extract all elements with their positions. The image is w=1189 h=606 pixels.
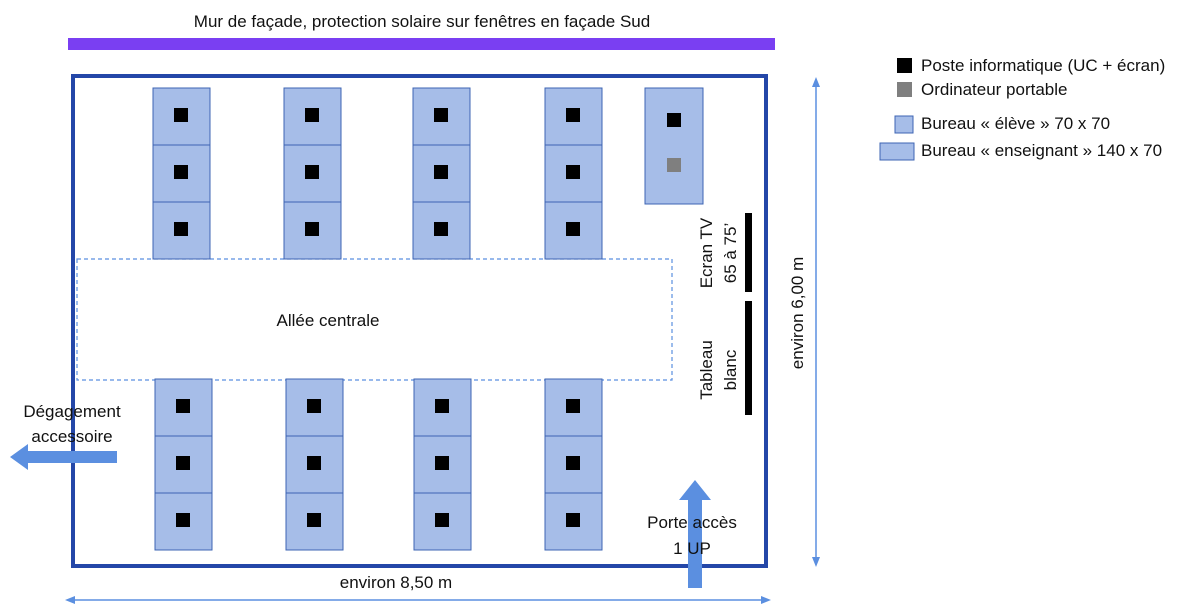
whiteboard-bar <box>745 301 752 415</box>
pc-icon <box>176 513 190 527</box>
pc-icon <box>566 399 580 413</box>
facade-wall <box>68 38 775 50</box>
desks-group <box>152 87 603 551</box>
pc-icon <box>174 165 188 179</box>
black-square-icon <box>897 58 912 73</box>
svg-text:65 à 75’: 65 à 75’ <box>721 223 740 284</box>
room-outline <box>71 74 768 568</box>
pc-icon <box>305 108 319 122</box>
pc-icon <box>174 222 188 236</box>
pc-icon <box>435 513 449 527</box>
pc-icon <box>174 108 188 122</box>
door-label-line2: 1 UP <box>673 539 711 558</box>
facade-wall-title: Mur de façade, protection solaire sur fe… <box>194 12 650 31</box>
legend-label-teacher-desk: Bureau « enseignant » 140 x 70 <box>921 141 1162 160</box>
teacher-pc-icon <box>667 113 681 127</box>
teacher-desk <box>644 87 704 205</box>
legend-label-laptop: Ordinateur portable <box>921 80 1067 99</box>
legend-label-student-desk: Bureau « élève » 70 x 70 <box>921 114 1110 133</box>
central-aisle <box>76 258 673 381</box>
pc-icon <box>307 513 321 527</box>
pc-icon <box>434 108 448 122</box>
svg-text:Tableau: Tableau <box>697 340 716 400</box>
height-dimension-label: environ 6,00 m <box>788 257 807 369</box>
pc-icon <box>566 108 580 122</box>
tv-screen-bar <box>745 213 752 292</box>
student-desk <box>413 378 472 437</box>
exit-arrow <box>10 444 117 470</box>
gray-square-icon <box>897 82 912 97</box>
svg-text:blanc: blanc <box>721 349 740 390</box>
legend: Poste informatique (UC + écran) Ordinate… <box>879 56 1165 161</box>
pc-icon <box>566 165 580 179</box>
small-desk-icon <box>894 115 914 134</box>
pc-icon <box>434 222 448 236</box>
pc-icon <box>307 399 321 413</box>
pc-icon <box>566 222 580 236</box>
pc-icon <box>434 165 448 179</box>
legend-label-pc: Poste informatique (UC + écran) <box>921 56 1165 75</box>
pc-icon <box>305 165 319 179</box>
exit-label-line2: accessoire <box>31 427 112 446</box>
pc-icon <box>305 222 319 236</box>
central-aisle-label: Allée centrale <box>276 311 379 330</box>
pc-icon <box>176 456 190 470</box>
pc-icon <box>566 456 580 470</box>
pc-icon <box>435 399 449 413</box>
pc-icon <box>307 456 321 470</box>
pc-icon <box>566 513 580 527</box>
wide-desk-icon <box>879 142 915 161</box>
svg-text:Ecran TV: Ecran TV <box>697 217 716 288</box>
exit-label-line1: Dégagement <box>23 402 121 421</box>
whiteboard-label: Tableau blanc <box>697 340 740 400</box>
width-dimension-label: environ 8,50 m <box>340 573 452 592</box>
teacher-laptop-icon <box>667 158 681 172</box>
tv-screen-label: Ecran TV 65 à 75’ <box>697 217 740 288</box>
pc-icon <box>176 399 190 413</box>
door-label-line1: Porte accès <box>647 513 737 532</box>
pc-icon <box>435 456 449 470</box>
door-arrow <box>679 480 711 588</box>
